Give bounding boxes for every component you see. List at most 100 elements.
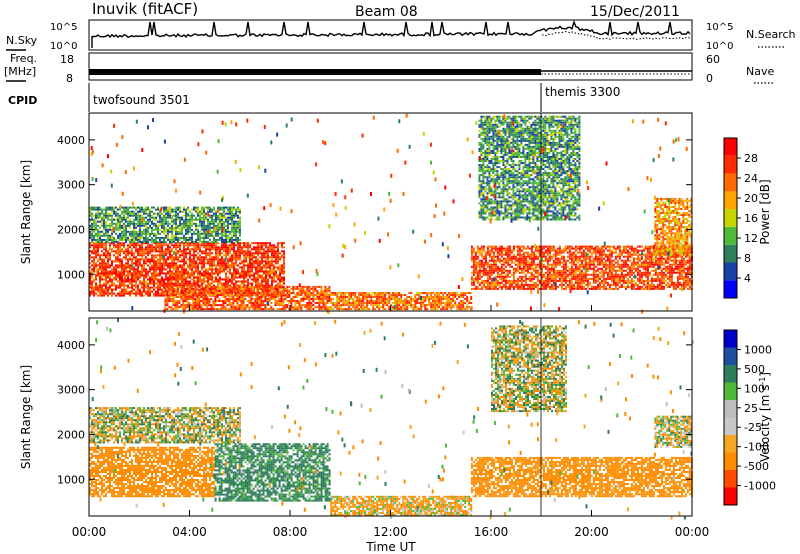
heatmap-cell [191,260,193,263]
heatmap-cell [294,285,297,288]
heatmap-cell [271,282,273,285]
heatmap-cell [328,296,331,298]
heatmap-cell [340,308,343,311]
heatmap-cell [223,268,225,271]
heatmap-cell [224,292,227,294]
heatmap-cell [414,294,417,296]
heatmap-cell [448,302,451,304]
heatmap-cell [602,249,605,252]
heatmap-cell [480,259,483,262]
heatmap-cell [442,292,445,294]
heatmap-cell [107,250,109,253]
heatmap-cell [167,244,169,247]
heatmap-cell [430,306,433,309]
heatmap-cell [506,285,509,288]
heatmap-cell [145,284,147,287]
heatmap-cell [123,272,125,275]
heatmap-cell [482,257,485,260]
heatmap-cell [263,278,265,281]
heatmap-cell [281,270,283,273]
heatmap-cell [442,302,445,304]
heatmap-cell [149,292,151,295]
heatmap-cell [226,308,229,311]
heatmap-cell [398,302,401,304]
heatmap-cell [266,289,269,292]
heatmap-cell [107,274,109,277]
heatmap-cell [271,248,273,251]
heatmap-cell [282,302,285,304]
heatmap-cell [247,264,249,267]
heatmap-cell [452,294,455,296]
heatmap-cell [231,254,233,257]
heatmap-cell [202,294,205,296]
heatmap-cell [219,260,221,263]
heatmap-cell [650,283,653,286]
heatmap-cell [131,292,133,295]
heatmap-cell [194,300,197,302]
heatmap-cell [151,248,153,251]
heatmap-cell [107,252,109,255]
heatmap-cell [251,270,253,273]
heatmap-cell [252,292,255,294]
heatmap-cell [544,283,547,286]
heatmap-cell [254,298,257,300]
heatmap-cell [101,274,103,277]
heatmap-cell [281,280,283,283]
heatmap-cell [184,294,187,296]
heatmap-cell [638,281,641,284]
heatmap-cell [368,302,371,304]
heatmap-cell [650,269,653,272]
heatmap-cell [562,269,565,272]
heatmap-cell [164,298,167,300]
heatmap-cell [470,302,473,304]
heatmap-cell [524,265,527,268]
heatmap-cell [578,249,581,252]
heatmap-cell [256,289,259,292]
heatmap-cell [137,262,139,265]
heatmap-cell [562,263,565,266]
heatmap-cell [117,270,119,273]
heatmap-cell [163,242,165,245]
heatmap-cell [223,266,225,269]
heatmap-cell [101,272,103,275]
heatmap-cell [219,254,221,257]
heatmap-cell [590,261,593,264]
heatmap-cell [238,304,241,307]
heatmap-cell [588,283,591,286]
heatmap-cell [564,265,567,268]
heatmap-cell [205,250,207,253]
heatmap-cell [514,257,517,260]
heatmap-cell [97,294,99,297]
heatmap-cell [336,302,339,304]
heatmap-cell [97,270,99,273]
heatmap-cell [151,258,153,261]
heatmap-cell [556,253,559,256]
heatmap-cell [117,272,119,275]
heatmap-cell [177,260,179,263]
heatmap-cell [382,300,385,302]
heatmap-cell [628,251,631,254]
heatmap-cell [292,298,295,300]
heatmap-cell [474,257,477,260]
heatmap-cell [506,281,509,284]
heatmap-cell [245,254,247,257]
heatmap-cell [518,255,521,258]
heatmap-cell [200,304,203,307]
heatmap-cell [302,289,305,292]
heatmap-cell [193,278,195,281]
heatmap-cell [147,252,149,255]
heatmap-cell [536,275,539,278]
heatmap-cell [502,271,505,274]
heatmap-cell [208,300,211,302]
heatmap-cell [157,272,159,275]
heatmap-cell [147,248,149,251]
heatmap-cell [546,247,549,250]
heatmap-cell [172,304,175,307]
heatmap-cell [113,260,115,263]
heatmap-cell [506,279,509,282]
heatmap-cell [546,245,549,248]
heatmap-cell [237,290,239,293]
heatmap-cell [93,262,95,265]
heatmap-cell [324,298,327,300]
heatmap-cell [200,308,203,311]
